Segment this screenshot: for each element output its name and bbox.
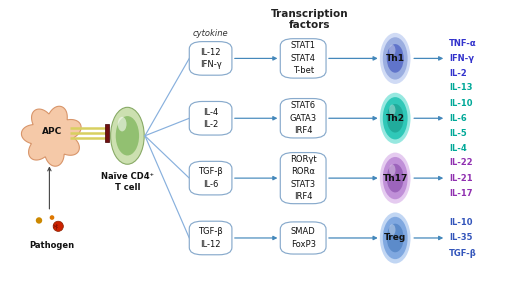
- Text: TGF-β: TGF-β: [449, 249, 476, 258]
- Ellipse shape: [383, 37, 408, 79]
- FancyBboxPatch shape: [189, 102, 232, 135]
- Ellipse shape: [387, 104, 404, 133]
- Text: IL-21: IL-21: [449, 174, 472, 182]
- FancyBboxPatch shape: [189, 41, 232, 75]
- Text: TGF-β
IL-12: TGF-β IL-12: [198, 227, 223, 249]
- Text: Th17: Th17: [383, 174, 408, 182]
- Text: SMAD
FoxP3: SMAD FoxP3: [291, 227, 316, 249]
- Ellipse shape: [389, 45, 396, 56]
- Ellipse shape: [387, 224, 404, 252]
- Ellipse shape: [383, 157, 408, 199]
- Text: APC: APC: [42, 127, 62, 136]
- Text: Naïve CD4⁺
T cell: Naïve CD4⁺ T cell: [101, 172, 154, 192]
- FancyBboxPatch shape: [280, 39, 326, 78]
- Text: IL-4: IL-4: [449, 144, 466, 153]
- Ellipse shape: [116, 116, 139, 156]
- Text: IL-10: IL-10: [449, 99, 472, 107]
- Ellipse shape: [389, 164, 396, 175]
- Polygon shape: [21, 106, 81, 166]
- Text: Th2: Th2: [386, 114, 405, 123]
- Ellipse shape: [387, 44, 404, 73]
- FancyBboxPatch shape: [280, 222, 326, 254]
- Ellipse shape: [380, 213, 410, 263]
- Ellipse shape: [383, 217, 408, 259]
- Ellipse shape: [383, 97, 408, 140]
- Ellipse shape: [380, 93, 410, 144]
- Ellipse shape: [50, 215, 54, 220]
- Ellipse shape: [387, 164, 404, 192]
- FancyBboxPatch shape: [280, 99, 326, 138]
- Ellipse shape: [380, 152, 410, 204]
- Text: IL-6: IL-6: [449, 114, 466, 123]
- Ellipse shape: [36, 217, 42, 224]
- Ellipse shape: [389, 224, 396, 235]
- Text: IL-17: IL-17: [449, 189, 472, 198]
- Text: STAT1
STAT4
T-bet: STAT1 STAT4 T-bet: [291, 41, 316, 75]
- Ellipse shape: [389, 105, 396, 116]
- Text: TGF-β
IL-6: TGF-β IL-6: [198, 167, 223, 189]
- Text: Th1: Th1: [386, 54, 405, 63]
- Ellipse shape: [118, 117, 126, 131]
- Text: IL-10: IL-10: [449, 218, 472, 227]
- Text: IL-2: IL-2: [449, 69, 466, 78]
- Text: IFN-γ: IFN-γ: [449, 54, 474, 63]
- Ellipse shape: [53, 221, 63, 231]
- Text: Transcription
factors: Transcription factors: [270, 9, 348, 30]
- Text: TNF-α: TNF-α: [449, 39, 476, 48]
- Text: IL-12
IFN-γ: IL-12 IFN-γ: [200, 48, 222, 69]
- Text: RORγt
RORα
STAT3
IRF4: RORγt RORα STAT3 IRF4: [290, 155, 317, 201]
- Text: IL-4
IL-2: IL-4 IL-2: [203, 107, 218, 129]
- Text: Pathogen: Pathogen: [30, 241, 74, 250]
- Text: IL-35: IL-35: [449, 234, 472, 242]
- FancyBboxPatch shape: [105, 124, 109, 142]
- FancyBboxPatch shape: [189, 161, 232, 195]
- Text: IL-13: IL-13: [449, 84, 472, 92]
- Ellipse shape: [380, 33, 410, 84]
- Ellipse shape: [111, 107, 144, 164]
- Text: IL-22: IL-22: [449, 159, 472, 167]
- FancyBboxPatch shape: [280, 152, 326, 204]
- FancyBboxPatch shape: [189, 221, 232, 255]
- Text: IL-5: IL-5: [449, 129, 466, 138]
- Text: cytokine: cytokine: [193, 29, 228, 38]
- Text: STAT6
GATA3
IRF4: STAT6 GATA3 IRF4: [290, 101, 317, 135]
- Text: Treg: Treg: [384, 234, 406, 242]
